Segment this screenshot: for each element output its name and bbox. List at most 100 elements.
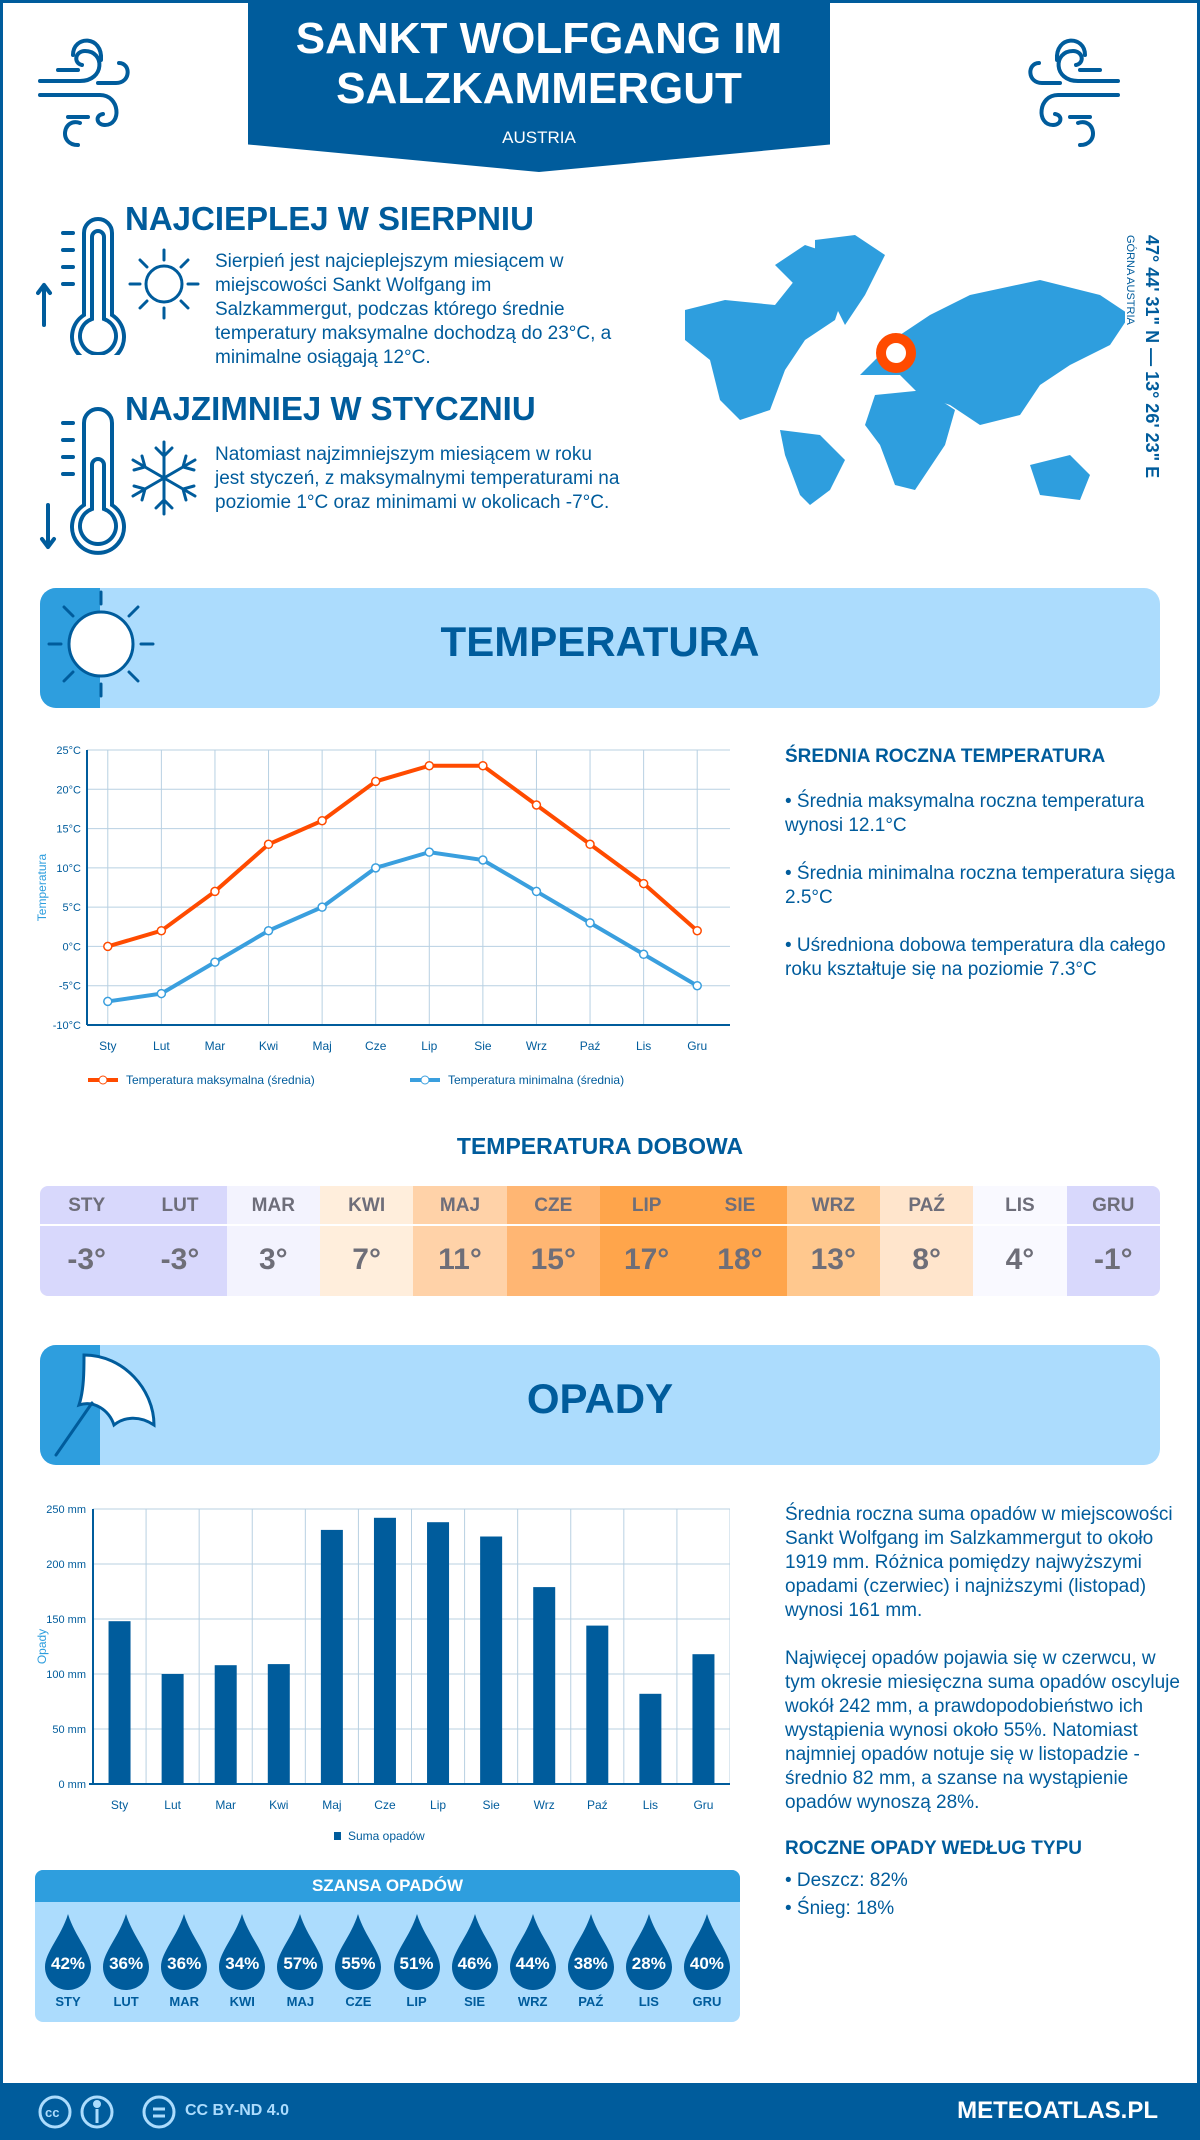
site-link[interactable]: METEOATLAS.PL	[957, 2097, 1158, 2124]
y-tick-label: 15°C	[56, 824, 81, 836]
daily-temp-cell: MAJ 11°	[413, 1186, 507, 1296]
data-point	[370, 776, 381, 787]
raindrop-icon	[277, 1914, 324, 1990]
month-label: STY	[40, 1186, 134, 1226]
daily-temp-cell: KWI 7°	[319, 1186, 414, 1296]
temperature-summary-title: ŚREDNIA ROCZNA TEMPERATURA	[785, 746, 1106, 767]
bar	[373, 1517, 396, 1784]
data-point	[424, 847, 435, 857]
legend-marker	[420, 1075, 430, 1085]
daily-temp-value: 13°	[810, 1243, 856, 1276]
precipitation-chance-item: 42% STY	[39, 1912, 97, 2009]
x-tick-label: Cze	[365, 1039, 387, 1053]
data-point	[103, 996, 113, 1007]
raindrop-icon	[161, 1914, 208, 1990]
data-point	[263, 839, 274, 850]
y-tick-label: -10°C	[53, 1020, 81, 1032]
x-tick-label: Mar	[215, 1798, 236, 1812]
month-label: KWI	[319, 1186, 414, 1226]
daily-temp-value: -3°	[160, 1243, 200, 1276]
x-tick-label: Paź	[580, 1039, 601, 1053]
precipitation-chance-item: 51% LIP	[387, 1912, 445, 2009]
warmest-text: Sierpień jest najcieplejszym miesiącem w…	[215, 251, 612, 368]
daily-temp-cell: WRZ 13°	[786, 1186, 880, 1296]
sun-icon	[47, 590, 155, 698]
data-point	[585, 839, 595, 850]
chance-value: 40%	[689, 1954, 724, 1973]
x-tick-label: Kwi	[269, 1798, 288, 1812]
precipitation-type-rain: • Deszcz: 82%	[785, 1870, 908, 1891]
precipitation-section-title: OPADY	[526, 1375, 674, 1422]
daily-temperature-table: STY -3° LUT -3° MAR 3° KWI 7° MAJ 11° CZE 15° LIP 17°…	[40, 1186, 1160, 1296]
chance-value: 28%	[631, 1954, 666, 1973]
title-banner	[248, 0, 830, 172]
bar	[267, 1664, 290, 1784]
month-label: MAR	[169, 1994, 199, 2009]
bar	[320, 1529, 343, 1784]
footer: cc CC BY-ND 4.0 METEOATLAS.PL	[0, 2083, 1200, 2140]
precipitation-text-1: Średnia roczna suma opadów w miejscowośc…	[785, 1504, 1173, 1621]
month-label: WRZ	[517, 1994, 548, 2009]
raindrop-icon	[219, 1914, 266, 1990]
chance-value: 55%	[341, 1954, 376, 1973]
data-point	[210, 886, 220, 897]
raindrop-icon	[393, 1914, 440, 1990]
data-point	[424, 760, 435, 771]
y-tick-label: 50 mm	[52, 1724, 86, 1736]
thermometer-warm-icon	[36, 217, 126, 355]
x-tick-label: Paź	[587, 1798, 608, 1812]
x-tick-label: Sie	[474, 1039, 492, 1053]
precipitation-chance-item: 40% GRU	[678, 1912, 736, 2009]
daily-temp-value: 18°	[717, 1243, 763, 1276]
precipitation-type-title: ROCZNE OPADY WEDŁUG TYPU	[785, 1838, 1082, 1859]
daily-temp-value: 4°	[1005, 1243, 1035, 1276]
x-tick-label: Lut	[153, 1039, 170, 1053]
series-line	[107, 763, 699, 949]
license-label[interactable]: CC BY-ND 4.0	[185, 2102, 290, 2119]
month-label: GRU	[1066, 1186, 1160, 1226]
y-tick-label: 20°C	[56, 784, 81, 796]
y-tick-label: 0 mm	[59, 1779, 87, 1791]
bar	[108, 1621, 131, 1784]
page-title: SANKT WOLFGANG IM SALZKAMMERGUT	[295, 14, 783, 113]
coordinates-block: 47° 44' 31" N — 13° 26' 23" E GÓRNA AUST…	[1124, 235, 1168, 485]
chance-value: 36%	[109, 1954, 144, 1973]
raindrop-icon	[45, 1914, 92, 1990]
country-label: AUSTRIA	[502, 128, 576, 147]
coordinates: 47° 44' 31" N — 13° 26' 23" E	[1142, 235, 1162, 479]
x-tick-label: Wrz	[534, 1798, 555, 1812]
data-point	[638, 949, 649, 960]
precipitation-chance-item: 38% PAŹ	[562, 1912, 620, 2009]
month-label: SIE	[464, 1994, 486, 2009]
precipitation-chance-item: 36% MAR	[155, 1912, 213, 2009]
chance-value: 51%	[399, 1954, 434, 1973]
daily-temp-value: -1°	[1093, 1243, 1133, 1276]
raindrop-icon	[683, 1914, 730, 1990]
bar	[427, 1522, 450, 1784]
y-tick-label: 100 mm	[46, 1669, 86, 1681]
warmest-title: NAJCIEPLEJ W SIERPNIU	[125, 200, 534, 237]
month-label: PAŹ	[578, 1994, 604, 2009]
daily-temp-value: 11°	[438, 1243, 482, 1276]
legend-label: Temperatura maksymalna (średnia)	[126, 1073, 315, 1087]
x-tick-label: Sty	[111, 1798, 128, 1812]
sun-icon	[128, 248, 200, 320]
data-point	[478, 855, 488, 865]
chance-value: 36%	[167, 1954, 202, 1973]
temperature-bullet: • Średnia maksymalna roczna temperatura …	[785, 791, 1145, 836]
bar	[586, 1625, 609, 1784]
daily-temp-value: 7°	[352, 1243, 381, 1276]
month-label: MAR	[226, 1186, 320, 1226]
data-point	[103, 941, 113, 952]
data-point	[478, 760, 488, 771]
month-label: SIE	[693, 1186, 787, 1226]
y-tick-label: 25°C	[56, 745, 81, 757]
precipitation-chance-title: SZANSA OPADÓW	[35, 1870, 740, 1902]
cc-license-icons: cc	[38, 2095, 114, 2129]
precipitation-chance-item: 55% CZE	[329, 1912, 387, 2009]
data-point	[156, 925, 167, 936]
x-tick-label: Wrz	[526, 1039, 547, 1053]
daily-temp-cell: LIP 17°	[599, 1186, 694, 1296]
month-label: WRZ	[786, 1186, 880, 1226]
x-tick-label: Mar	[205, 1039, 226, 1053]
